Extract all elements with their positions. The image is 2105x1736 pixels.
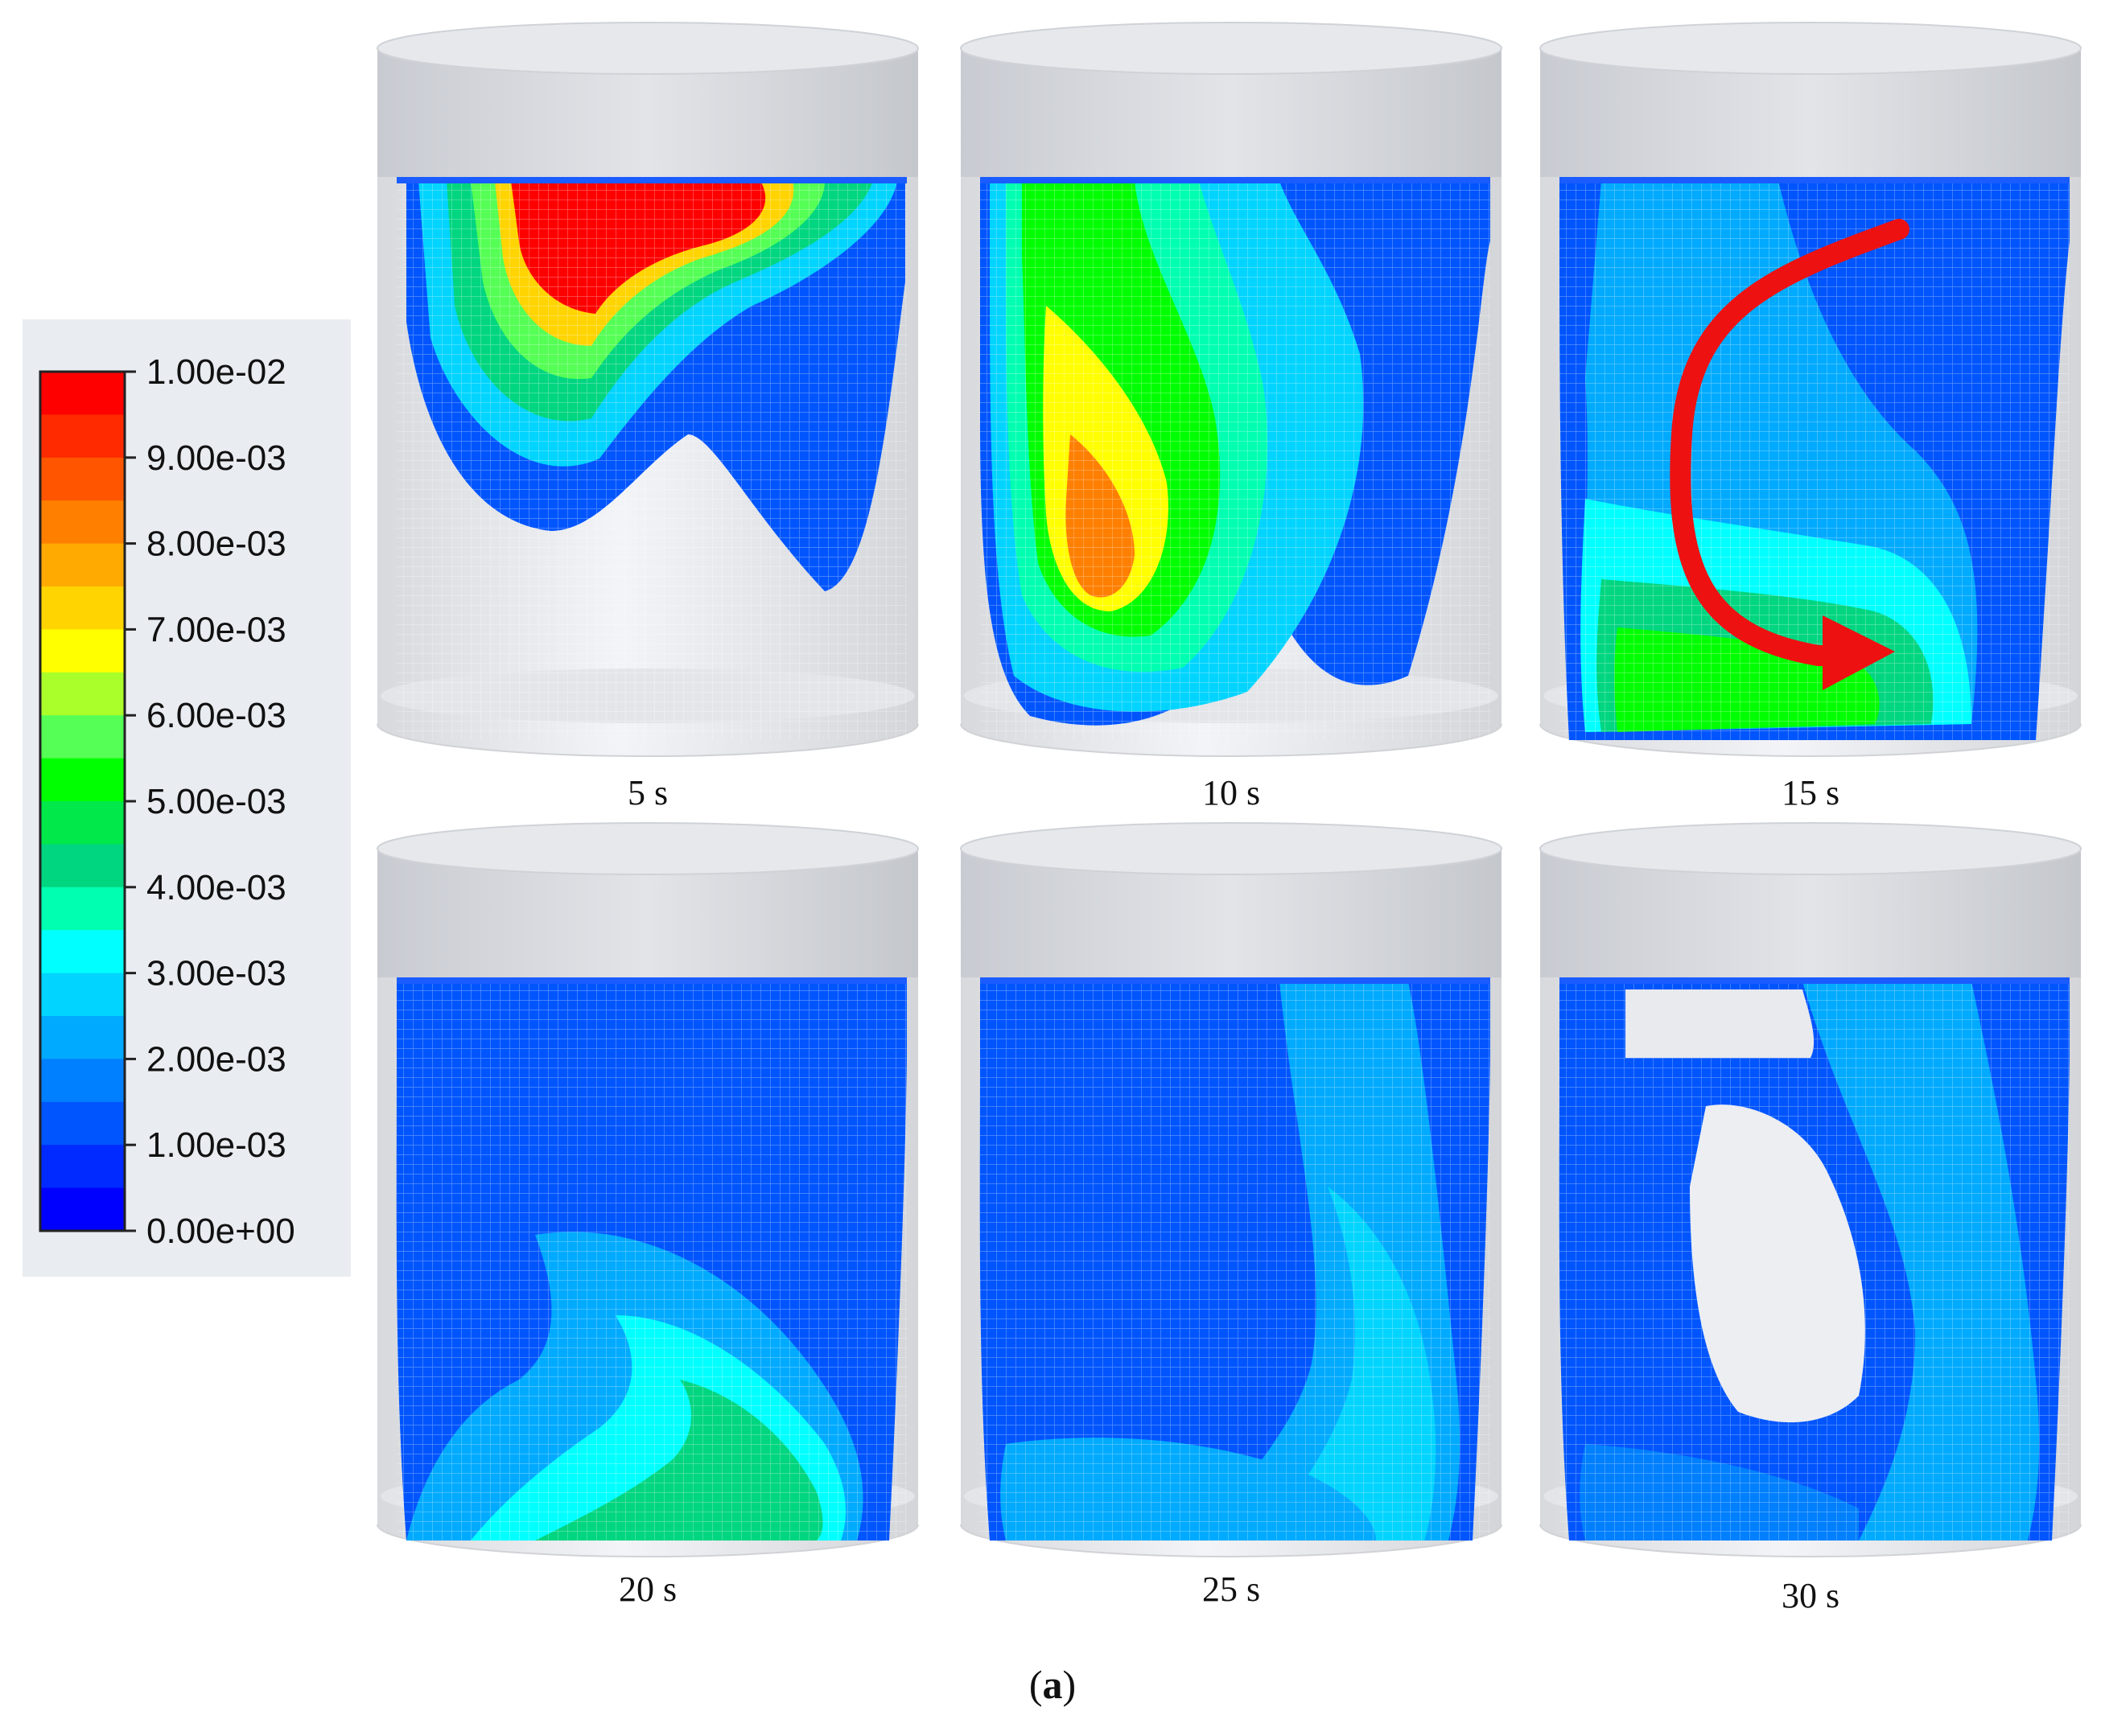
colorbar-tick-label: 5.00e-03: [146, 782, 286, 821]
tank-svg: [377, 22, 919, 757]
flow-arrow-shaft: [1670, 219, 1909, 666]
tank-top: [377, 22, 919, 75]
mesh-overlay: [397, 183, 907, 740]
colorbar-band: [40, 844, 125, 888]
colorbar-band: [40, 715, 125, 759]
colorbar-band: [40, 543, 125, 587]
figure-label: (a): [1028, 1662, 1077, 1707]
colorbar-tick-label: 7.00e-03: [146, 610, 286, 649]
tank-top: [960, 822, 1502, 875]
colorbar-tick-label: 2.00e-03: [146, 1039, 286, 1079]
liquid-surface: [980, 177, 1490, 183]
colorbar-band: [40, 629, 125, 673]
colorbar-band: [40, 1187, 125, 1232]
mesh-overlay: [980, 984, 1490, 1541]
tank-top: [1539, 22, 2082, 75]
tank-headspace: [961, 849, 1502, 977]
caption-30s: 30 s: [1781, 1576, 1840, 1615]
tank-top: [1539, 822, 2082, 875]
liquid-surface: [980, 977, 1490, 984]
caption-15s: 15 s: [1781, 773, 1840, 812]
tank-headspace: [1540, 48, 2081, 177]
colorbar-band: [40, 586, 125, 630]
tank-headspace: [377, 48, 918, 177]
colorbar-band: [40, 887, 125, 931]
colorbar-tick-label: 0.00e+00: [146, 1211, 295, 1251]
tank-headspace: [1540, 849, 2081, 977]
panel-30s: [1537, 817, 2084, 1573]
colorbar-band: [40, 1059, 125, 1103]
colorbar-band: [40, 758, 125, 802]
colorbar-tick-label: 8.00e-03: [146, 525, 286, 564]
tank-svg: [960, 822, 1502, 1557]
mesh-overlay: [980, 183, 1490, 740]
panel-25s: [958, 817, 1505, 1573]
liquid-surface: [397, 977, 907, 984]
colorbar-band: [40, 930, 125, 974]
colorbar-band: [40, 500, 125, 545]
panel-20s: [374, 817, 921, 1573]
flow-arrow-head: [1823, 615, 1895, 690]
colorbar-band: [40, 1101, 125, 1146]
tank-svg: [1539, 22, 2082, 757]
tank-top: [377, 822, 919, 875]
tank-top: [960, 22, 1502, 75]
panel-10s: [958, 16, 1505, 772]
tank-headspace: [961, 48, 1502, 177]
colorbar-legend: 1.00e-02 9.00e-03 8.00e-03 7.00e-03 6.00e-03…: [23, 319, 351, 1277]
mesh-overlay: [397, 984, 907, 1541]
colorbar-band: [40, 801, 125, 845]
void-region: [1690, 1105, 1865, 1423]
caption-20s: 20 s: [618, 1569, 678, 1609]
colorbar-svg: 1.00e-02 9.00e-03 8.00e-03 7.00e-03 6.00e-03…: [39, 352, 295, 1251]
colorbar-tick-label: 6.00e-03: [146, 696, 286, 735]
tank-svg: [1539, 822, 2082, 1557]
tank-svg: [960, 22, 1502, 757]
colorbar-band: [40, 457, 125, 501]
caption-5s: 5 s: [627, 773, 669, 812]
liquid-surface: [1559, 177, 2070, 183]
liquid-surface: [397, 177, 907, 183]
liquid-surface: [1559, 977, 2070, 984]
tank-headspace: [377, 849, 918, 977]
figure-label-letter: a: [1042, 1662, 1063, 1707]
colorbar-tick-label: 1.00e-02: [146, 352, 286, 392]
void-region: [1625, 989, 1815, 1058]
colorbar-tick-label: 4.00e-03: [146, 868, 286, 907]
colorbar-tick-label: 9.00e-03: [146, 438, 286, 478]
colorbar-band: [40, 414, 125, 459]
colorbar-band: [40, 1016, 125, 1059]
colorbar-band: [40, 1145, 125, 1189]
caption-10s: 10 s: [1201, 773, 1261, 812]
colorbar-tick-label: 3.00e-03: [146, 954, 286, 993]
panel-5s: [374, 16, 921, 772]
caption-25s: 25 s: [1201, 1569, 1261, 1609]
tank-svg: [377, 822, 919, 1557]
colorbar-band: [40, 372, 125, 415]
colorbar-band: [40, 973, 125, 1017]
colorbar-tick-label: 1.00e-03: [146, 1125, 286, 1165]
colorbar-band: [40, 672, 125, 716]
panel-15s: [1537, 16, 2084, 772]
